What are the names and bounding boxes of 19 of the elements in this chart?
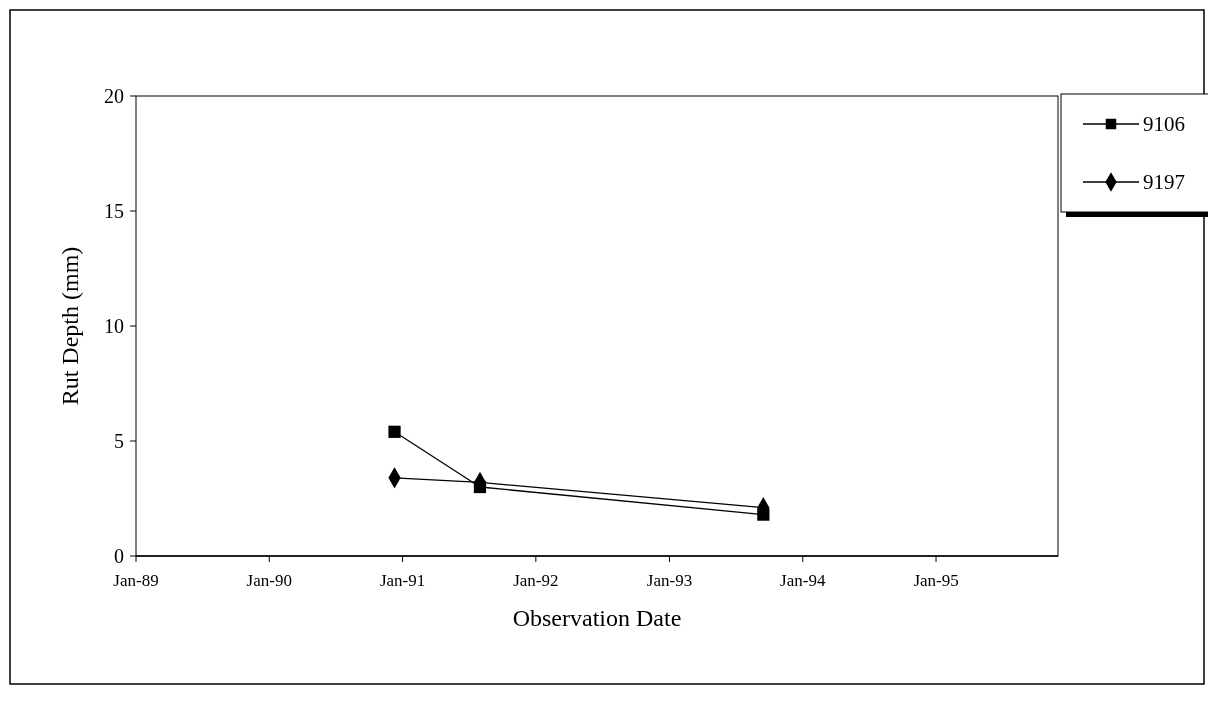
legend-label: 9106 [1143, 112, 1185, 136]
x-axis-title: Observation Date [512, 605, 682, 631]
legend-label: 9197 [1143, 170, 1185, 194]
y-tick-label: 20 [104, 85, 124, 107]
x-tick-label: Jan-90 [246, 571, 292, 590]
y-tick-label: 15 [104, 200, 124, 222]
x-tick-label: Jan-95 [913, 571, 959, 590]
x-tick-label: Jan-92 [513, 571, 559, 590]
y-tick-label: 0 [114, 545, 124, 567]
point [388, 425, 401, 438]
x-tick-label: Jan-89 [113, 571, 159, 590]
y-tick-label: 5 [114, 430, 124, 452]
x-tick-label: Jan-91 [379, 571, 426, 590]
point [473, 480, 487, 494]
y-tick-label: 10 [104, 315, 124, 337]
y-axis-title: Rut Depth (mm) [57, 246, 83, 406]
x-tick-label: Jan-94 [780, 571, 826, 590]
x-tick-label: Jan-93 [646, 571, 693, 590]
point [757, 508, 770, 521]
